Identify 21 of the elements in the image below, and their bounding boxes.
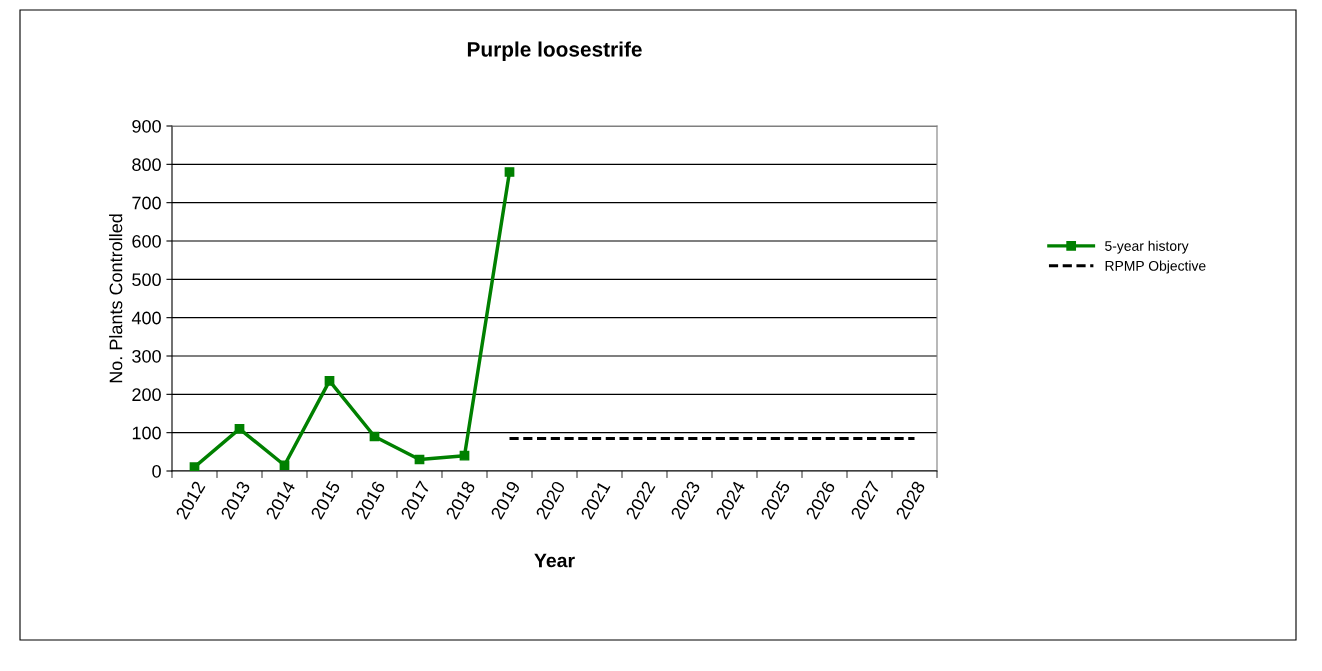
point (189, 462, 200, 471)
point (324, 376, 335, 386)
y-tick-label: 0 (152, 464, 161, 478)
y-tick-label: 700 (132, 196, 161, 210)
point (504, 167, 515, 177)
legend-label: RPMP Objective (1105, 260, 1206, 274)
y-tick-label: 200 (132, 388, 161, 402)
y-tick-label: 400 (131, 311, 161, 325)
legend-label: 5-year history (1105, 240, 1189, 254)
y-tick-label: 900 (132, 119, 161, 133)
y-tick-label: 300 (132, 349, 161, 363)
point (279, 460, 290, 471)
chart-title: Purple loosestrife (467, 41, 642, 61)
y-tick-label: 800 (132, 158, 161, 172)
x-axis-title: Year (534, 553, 575, 568)
y-axis-title: No. Plants Controlled (109, 214, 123, 383)
point (459, 450, 470, 461)
y-tick-label: 100 (132, 426, 161, 440)
point (234, 423, 245, 434)
y-tick-label: 500 (132, 273, 161, 287)
y-tick-label: 600 (132, 234, 161, 248)
